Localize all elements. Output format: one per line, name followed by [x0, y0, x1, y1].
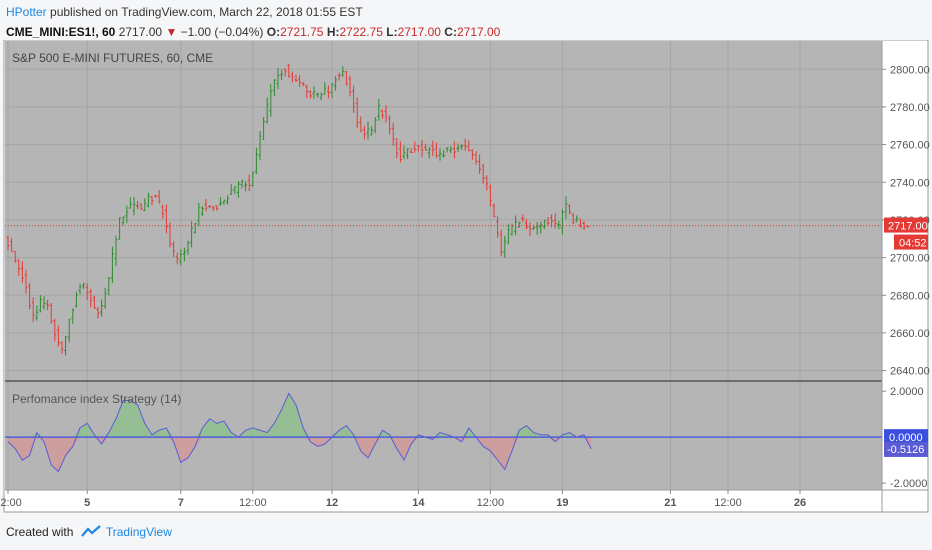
low-value: 2717.00 [397, 25, 441, 39]
zero-value-tag [884, 429, 928, 445]
high-value: 2722.75 [339, 25, 383, 39]
close-value: 2717.00 [456, 25, 501, 39]
price-tick-label: 2660.00 [890, 328, 930, 340]
candlestick-series [5, 63, 882, 356]
last-price-tag [884, 217, 928, 233]
chart-frame[interactable]: S&P 500 E-MINI FUTURES, 60, CME Perfoman… [0, 40, 932, 520]
footer: Created with TradingView [6, 523, 172, 541]
author-link[interactable]: HPotter [6, 5, 47, 19]
indicator-pane-title: Perfomance index Strategy (14) [12, 392, 181, 406]
time-axis[interactable]: 12:00 5 7 12:00 12 14 12:00 19 21 12:00 26 [0, 490, 806, 509]
price-tick-label: 2700.00 [890, 253, 930, 265]
open-label: O: [266, 25, 281, 39]
price-axis[interactable]: 2640.002660.002680.002700.002720.002740.… [882, 64, 930, 378]
last-price-label: 2717.00 [888, 221, 928, 233]
publish-line: HPotter published on TradingView.com, Ma… [6, 4, 500, 21]
indicator-fill [5, 393, 882, 472]
tradingview-logo-icon [80, 525, 101, 537]
price-tick-label: 2800.00 [890, 64, 930, 76]
price-pane-title: S&P 500 E-MINI FUTURES, 60, CME [12, 51, 213, 65]
indicator-negative-area [8, 437, 592, 472]
time-tick-label: 12:00 [714, 497, 742, 509]
ohlc-line: CME_MINI:ES1!, 60 2717.00 ▼ −1.00 (−0.04… [6, 24, 500, 41]
time-tick-label: 21 [664, 497, 676, 509]
price-pane[interactable] [5, 41, 882, 380]
time-tick-label: 12:00 [0, 497, 22, 509]
tradingview-brand[interactable]: TradingView [105, 525, 172, 539]
countdown-label: 04:52 [899, 238, 927, 250]
close-label: C: [444, 25, 457, 39]
zero-value-label: 0.0000 [889, 432, 923, 444]
time-tick-label: 14 [412, 497, 425, 509]
created-with-text: Created with [6, 525, 74, 539]
indicator-tick-label: 2.0000 [890, 386, 924, 398]
published-text: published on TradingView.com, March 22, … [50, 5, 363, 19]
time-tick-label: 5 [84, 497, 90, 509]
time-tick-label: 26 [794, 497, 806, 509]
price-tick-label: 2740.00 [890, 177, 930, 189]
price-tick-label: 2780.00 [890, 102, 930, 114]
indicator-line [7, 392, 592, 473]
countdown-tag [894, 234, 928, 250]
indicator-positive-area [8, 393, 592, 438]
time-tick-label: 19 [556, 497, 568, 509]
indicator-axis[interactable]: 2.0000 -2.0000 0.0000-0.5126 [882, 386, 928, 490]
last-value-label: -0.5126 [887, 444, 924, 456]
time-tick-label: 12:00 [239, 497, 267, 509]
high-label: H: [326, 25, 340, 39]
last-value-tag [884, 441, 928, 457]
symbol-label[interactable]: CME_MINI:ES1!, 60 [6, 25, 116, 39]
price-tick-label: 2640.00 [890, 366, 930, 378]
low-label: L: [386, 25, 398, 39]
price-change: −1.00 (−0.04%) [180, 25, 264, 39]
time-tick-label: 12 [326, 497, 338, 509]
price-tick-label: 2760.00 [890, 140, 930, 152]
indicator-tick-label: -2.0000 [890, 478, 927, 490]
time-tick-label: 12:00 [477, 497, 505, 509]
price-gridlines [5, 41, 882, 380]
chart-header: HPotter published on TradingView.com, Ma… [6, 4, 500, 41]
indicator-series [7, 392, 592, 473]
last-price: 2717.00 [118, 25, 163, 39]
down-arrow-icon: ▼ [165, 25, 178, 39]
price-tick-label: 2680.00 [890, 290, 930, 302]
time-tick-label: 7 [178, 497, 184, 509]
open-value: 2721.75 [280, 25, 324, 39]
